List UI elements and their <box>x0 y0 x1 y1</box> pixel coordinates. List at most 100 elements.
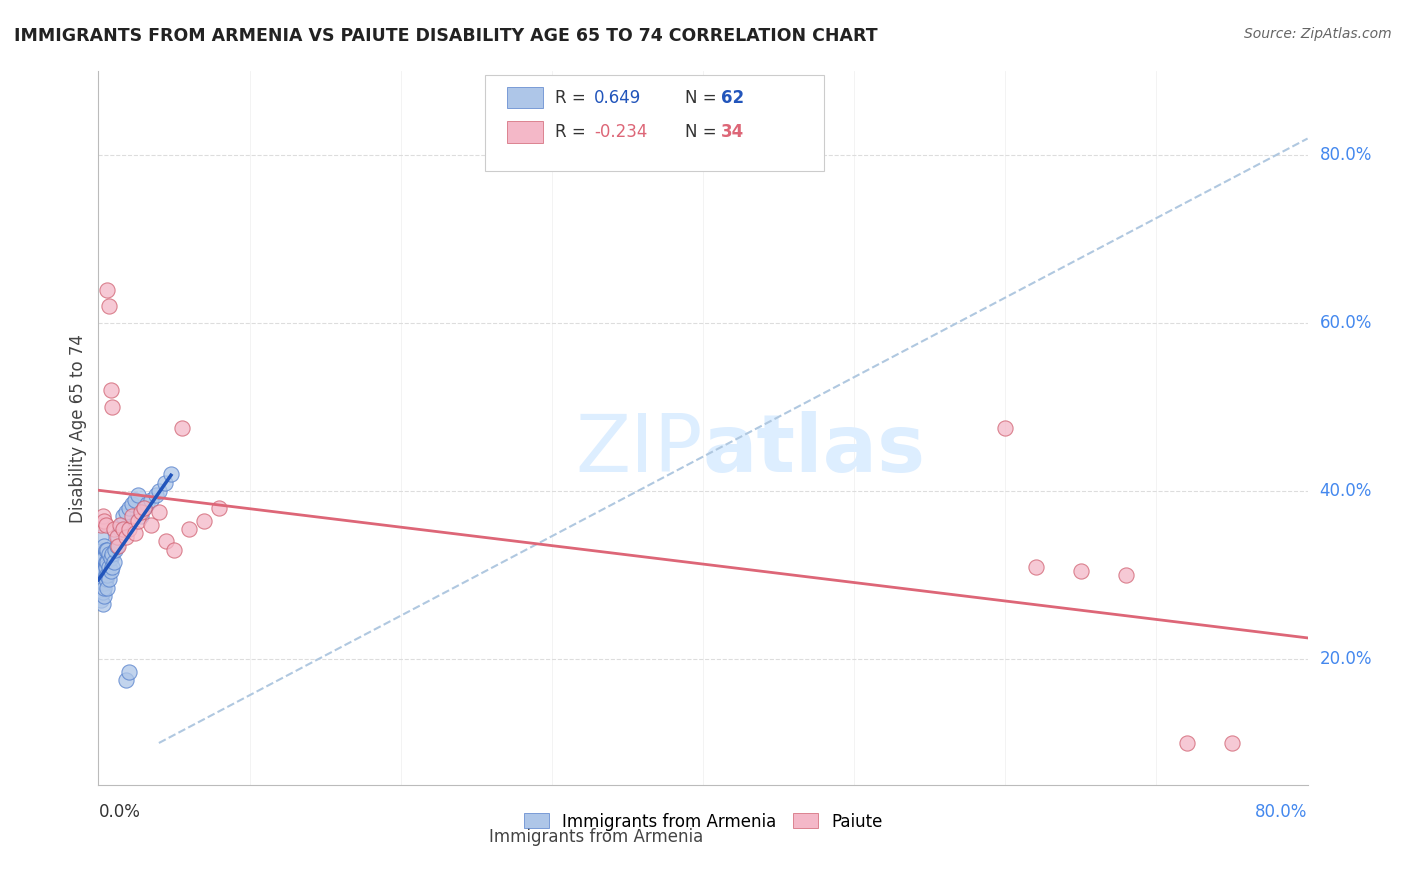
Point <box>93 576 115 591</box>
Point <box>124 492 146 507</box>
Point <box>91 509 114 524</box>
Point <box>129 505 152 519</box>
Point <box>1175 736 1198 750</box>
Point <box>96 542 118 557</box>
Text: 80.0%: 80.0% <box>1256 803 1308 821</box>
Point <box>93 551 115 566</box>
Point <box>89 547 111 561</box>
Point <box>108 517 131 532</box>
Text: atlas: atlas <box>703 410 927 489</box>
Point <box>100 551 122 566</box>
Point <box>1115 568 1137 582</box>
Point <box>98 559 121 574</box>
Point <box>155 534 177 549</box>
Point <box>994 421 1017 435</box>
Point <box>91 572 114 586</box>
Point <box>163 542 186 557</box>
Point <box>127 514 149 528</box>
Point <box>91 598 114 612</box>
Point <box>118 522 141 536</box>
Point <box>193 514 215 528</box>
FancyBboxPatch shape <box>508 87 543 109</box>
Point <box>107 530 129 544</box>
Point <box>90 542 112 557</box>
Text: IMMIGRANTS FROM ARMENIA VS PAIUTE DISABILITY AGE 65 TO 74 CORRELATION CHART: IMMIGRANTS FROM ARMENIA VS PAIUTE DISABI… <box>14 27 877 45</box>
Text: -0.234: -0.234 <box>595 123 648 141</box>
Point <box>89 585 111 599</box>
Point <box>93 589 115 603</box>
Point <box>127 488 149 502</box>
Point <box>93 514 115 528</box>
Point <box>90 517 112 532</box>
Point <box>118 500 141 515</box>
Point <box>170 421 193 435</box>
Point <box>90 556 112 570</box>
Point <box>98 300 121 314</box>
Point <box>114 505 136 519</box>
Point <box>132 500 155 515</box>
Text: 40.0%: 40.0% <box>1320 482 1372 500</box>
Point <box>121 509 143 524</box>
Point <box>89 572 111 586</box>
Point <box>91 547 114 561</box>
Text: 34: 34 <box>721 123 744 141</box>
Point <box>91 559 114 574</box>
Point <box>101 400 124 414</box>
Point <box>105 539 128 553</box>
Point <box>160 467 183 482</box>
Point <box>93 564 115 578</box>
Point <box>93 539 115 553</box>
Point <box>153 475 176 490</box>
Point <box>1024 559 1046 574</box>
Point <box>105 530 128 544</box>
Point <box>98 547 121 561</box>
Point <box>101 559 124 574</box>
Point <box>91 576 114 591</box>
Point <box>90 568 112 582</box>
Point <box>96 283 118 297</box>
Point <box>103 556 125 570</box>
FancyBboxPatch shape <box>485 75 824 171</box>
Point <box>1070 564 1092 578</box>
Point <box>94 556 117 570</box>
Point <box>111 522 134 536</box>
Point <box>89 559 111 574</box>
Point <box>124 526 146 541</box>
Point <box>110 517 132 532</box>
Point <box>90 581 112 595</box>
Point <box>141 492 163 507</box>
Point <box>96 556 118 570</box>
Point <box>100 564 122 578</box>
Point <box>104 542 127 557</box>
Point <box>90 530 112 544</box>
Point <box>101 547 124 561</box>
Text: N =: N = <box>685 89 721 107</box>
Point <box>94 542 117 557</box>
Point <box>108 522 131 536</box>
Point <box>96 581 118 595</box>
Text: 60.0%: 60.0% <box>1320 314 1372 332</box>
Point <box>103 522 125 536</box>
Text: 0.0%: 0.0% <box>98 803 141 821</box>
Point <box>100 384 122 398</box>
FancyBboxPatch shape <box>508 121 543 143</box>
Y-axis label: Disability Age 65 to 74: Disability Age 65 to 74 <box>69 334 87 523</box>
Point <box>118 665 141 679</box>
Point <box>1220 736 1243 750</box>
Legend: Immigrants from Armenia, Paiute: Immigrants from Armenia, Paiute <box>517 806 889 838</box>
Point <box>141 517 163 532</box>
Point <box>91 551 114 566</box>
Point <box>107 539 129 553</box>
Text: N =: N = <box>685 123 721 141</box>
Point <box>114 673 136 687</box>
Point <box>132 500 155 515</box>
Point <box>93 581 115 595</box>
Point <box>91 564 114 578</box>
Point <box>111 509 134 524</box>
Text: R =: R = <box>555 123 592 141</box>
Point <box>129 509 152 524</box>
Text: 20.0%: 20.0% <box>1320 650 1372 668</box>
Point <box>96 568 118 582</box>
Text: 80.0%: 80.0% <box>1320 146 1372 164</box>
Text: Immigrants from Armenia: Immigrants from Armenia <box>489 828 703 846</box>
